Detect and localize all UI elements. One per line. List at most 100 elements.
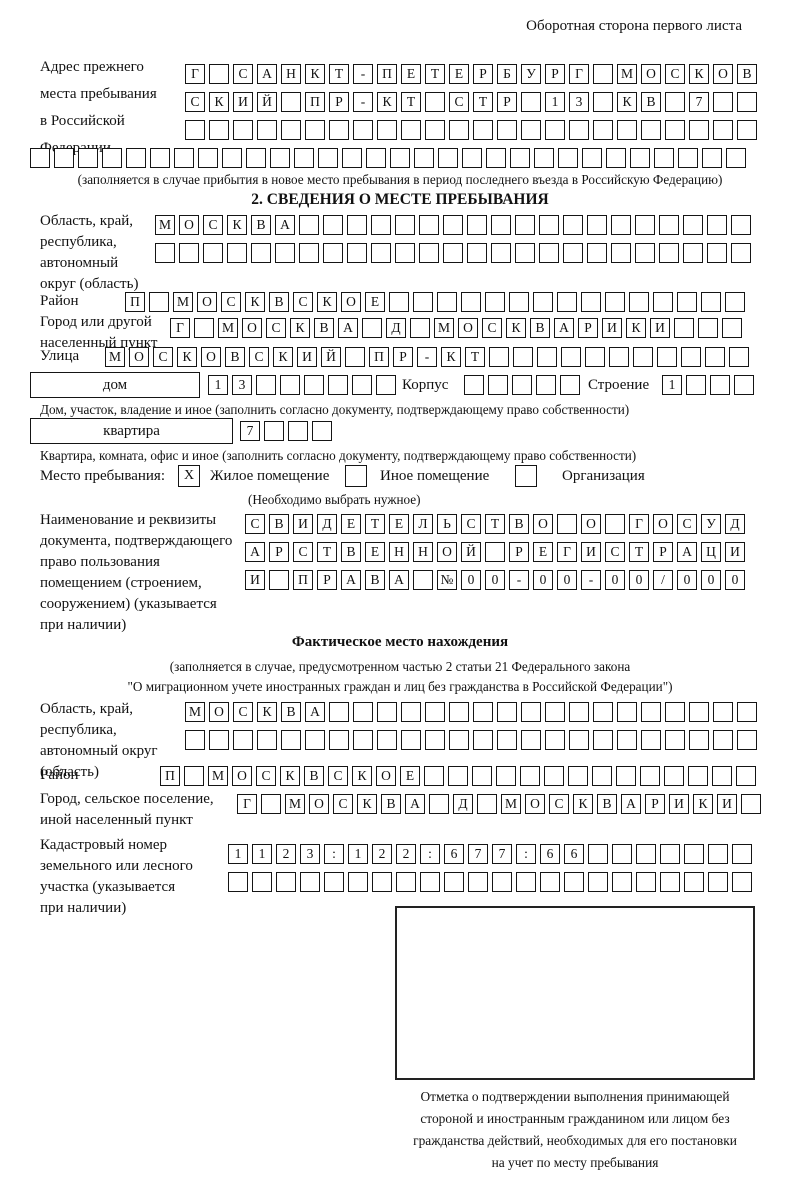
char-cell[interactable]: С	[221, 292, 241, 312]
char-cell[interactable]	[708, 872, 728, 892]
organization-checkbox[interactable]	[515, 465, 537, 487]
char-cell[interactable]	[185, 120, 205, 140]
char-cell[interactable]: П	[125, 292, 145, 312]
char-cell[interactable]	[257, 120, 277, 140]
char-cell[interactable]	[659, 215, 679, 235]
char-cell[interactable]	[513, 347, 533, 367]
char-cell[interactable]: С	[153, 347, 173, 367]
char-cell[interactable]: Р	[329, 92, 349, 112]
char-cell[interactable]: П	[305, 92, 325, 112]
char-cell[interactable]	[665, 92, 685, 112]
char-cell[interactable]	[592, 766, 612, 786]
char-cell[interactable]	[635, 243, 655, 263]
char-cell[interactable]: 0	[605, 570, 625, 590]
char-cell[interactable]	[616, 766, 636, 786]
char-cell[interactable]	[288, 421, 308, 441]
char-cell[interactable]	[323, 215, 343, 235]
char-cell[interactable]: О	[129, 347, 149, 367]
char-cell[interactable]	[539, 243, 559, 263]
char-cell[interactable]	[593, 120, 613, 140]
char-cell[interactable]	[588, 844, 608, 864]
char-cell[interactable]: К	[273, 347, 293, 367]
char-cell[interactable]: 0	[485, 570, 505, 590]
char-cell[interactable]	[126, 148, 146, 168]
char-cell[interactable]	[276, 872, 296, 892]
char-cell[interactable]	[698, 318, 718, 338]
char-cell[interactable]	[708, 844, 728, 864]
char-cell[interactable]	[497, 702, 517, 722]
char-cell[interactable]: Г	[629, 514, 649, 534]
char-cell[interactable]: К	[626, 318, 646, 338]
char-cell[interactable]	[686, 375, 706, 395]
char-cell[interactable]	[294, 148, 314, 168]
char-cell[interactable]: С	[449, 92, 469, 112]
char-cell[interactable]	[722, 318, 742, 338]
char-cell[interactable]	[560, 375, 580, 395]
char-cell[interactable]: А	[621, 794, 641, 814]
char-cell[interactable]	[323, 243, 343, 263]
char-cell[interactable]: Д	[725, 514, 745, 534]
char-cell[interactable]	[233, 120, 253, 140]
char-cell[interactable]: В	[530, 318, 550, 338]
char-cell[interactable]: 3	[232, 375, 252, 395]
char-cell[interactable]	[606, 148, 626, 168]
char-cell[interactable]: -	[417, 347, 437, 367]
char-cell[interactable]: С	[245, 514, 265, 534]
char-cell[interactable]: Р	[317, 570, 337, 590]
char-cell[interactable]	[491, 215, 511, 235]
char-cell[interactable]	[611, 215, 631, 235]
char-cell[interactable]	[569, 120, 589, 140]
char-cell[interactable]: Г	[569, 64, 589, 84]
char-cell[interactable]	[689, 730, 709, 750]
char-cell[interactable]: 3	[569, 92, 589, 112]
char-cell[interactable]	[731, 243, 751, 263]
char-cell[interactable]: 0	[725, 570, 745, 590]
char-cell[interactable]	[683, 243, 703, 263]
char-cell[interactable]: Р	[393, 347, 413, 367]
char-cell[interactable]	[732, 872, 752, 892]
char-cell[interactable]: О	[458, 318, 478, 338]
char-cell[interactable]	[485, 542, 505, 562]
char-cell[interactable]	[462, 148, 482, 168]
char-cell[interactable]	[389, 292, 409, 312]
char-cell[interactable]	[371, 215, 391, 235]
char-cell[interactable]: К	[617, 92, 637, 112]
char-cell[interactable]	[605, 292, 625, 312]
char-cell[interactable]: М	[218, 318, 238, 338]
char-cell[interactable]	[657, 347, 677, 367]
char-cell[interactable]: В	[597, 794, 617, 814]
char-cell[interactable]	[281, 92, 301, 112]
char-cell[interactable]: С	[333, 794, 353, 814]
char-cell[interactable]: А	[341, 570, 361, 590]
char-cell[interactable]: 2	[372, 844, 392, 864]
char-cell[interactable]: Е	[365, 542, 385, 562]
char-cell[interactable]: Й	[257, 92, 277, 112]
char-cell[interactable]	[545, 120, 565, 140]
char-cell[interactable]: Л	[413, 514, 433, 534]
char-cell[interactable]: М	[105, 347, 125, 367]
char-cell[interactable]	[534, 148, 554, 168]
char-cell[interactable]	[300, 872, 320, 892]
char-cell[interactable]	[401, 120, 421, 140]
char-cell[interactable]: -	[509, 570, 529, 590]
char-cell[interactable]	[521, 120, 541, 140]
char-cell[interactable]	[222, 148, 242, 168]
char-cell[interactable]	[275, 243, 295, 263]
char-cell[interactable]: М	[173, 292, 193, 312]
char-cell[interactable]: Д	[386, 318, 406, 338]
char-cell[interactable]	[585, 347, 605, 367]
char-cell[interactable]: О	[533, 514, 553, 534]
char-cell[interactable]	[150, 148, 170, 168]
char-cell[interactable]: С	[549, 794, 569, 814]
char-cell[interactable]	[328, 375, 348, 395]
char-cell[interactable]	[539, 215, 559, 235]
char-cell[interactable]	[521, 730, 541, 750]
char-cell[interactable]	[390, 148, 410, 168]
char-cell[interactable]: С	[665, 64, 685, 84]
char-cell[interactable]	[443, 215, 463, 235]
char-cell[interactable]	[611, 243, 631, 263]
char-cell[interactable]	[261, 794, 281, 814]
char-cell[interactable]	[329, 730, 349, 750]
char-cell[interactable]	[209, 730, 229, 750]
char-cell[interactable]: А	[245, 542, 265, 562]
